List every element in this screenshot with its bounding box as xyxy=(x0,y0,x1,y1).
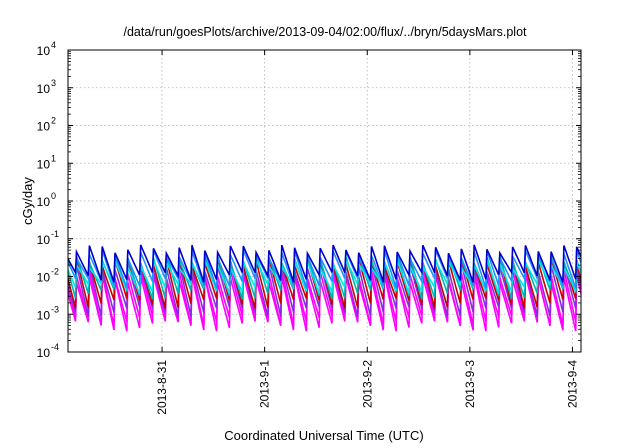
y-tick-label: 10 xyxy=(37,82,51,96)
x-tick-label: 2013-9-3 xyxy=(463,360,477,408)
y-axis-label: cGy/day xyxy=(20,177,35,225)
series-layer xyxy=(68,244,581,332)
y-tick-label: 10 xyxy=(37,233,51,247)
y-tick-exponent: 4 xyxy=(51,40,56,50)
x-tick-label: 2013-9-2 xyxy=(360,360,374,408)
y-tick-exponent: 0 xyxy=(51,191,56,201)
grid xyxy=(68,50,581,352)
y-tick-label: 10 xyxy=(37,308,51,322)
x-tick-label: 2013-9-1 xyxy=(258,360,272,408)
x-tick-label: 2013-9-4 xyxy=(565,360,579,408)
x-axis-label: Coordinated Universal Time (UTC) xyxy=(224,428,423,443)
y-tick-label: 10 xyxy=(37,195,51,209)
y-tick-exponent: 1 xyxy=(51,153,56,163)
y-tick-label: 10 xyxy=(37,346,51,360)
y-tick-label: 10 xyxy=(37,44,51,58)
y-tick-label: 10 xyxy=(37,271,51,285)
y-tick-label: 10 xyxy=(37,120,51,134)
y-tick-exponent: -1 xyxy=(51,229,59,239)
y-tick-exponent: -4 xyxy=(51,342,59,352)
y-tick-exponent: -3 xyxy=(51,304,59,314)
y-tick-exponent: 3 xyxy=(51,78,56,88)
y-tick-exponent: -2 xyxy=(51,267,59,277)
y-tick-label: 10 xyxy=(37,157,51,171)
series-line xyxy=(68,244,581,283)
x-ticks: 2013-8-31 2013-9-1 2013-9-2 2013-9-3 2013-9-… xyxy=(155,50,579,415)
x-tick-label: 2013-8-31 xyxy=(155,360,169,415)
chart-title: /data/run/goesPlots/archive/2013-09-04/0… xyxy=(123,25,527,39)
y-tick-exponent: 2 xyxy=(51,116,56,126)
